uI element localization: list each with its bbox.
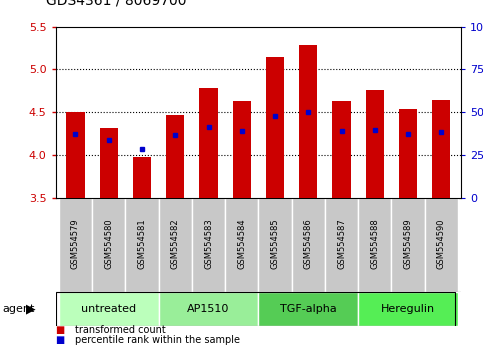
Text: GSM554580: GSM554580 [104, 218, 113, 269]
Bar [92, 198, 126, 292]
Text: AP1510: AP1510 [187, 304, 230, 314]
Bar [358, 198, 391, 292]
Bar [199, 88, 218, 198]
Text: GSM554583: GSM554583 [204, 218, 213, 269]
Bar [258, 198, 292, 292]
Text: TGF-alpha: TGF-alpha [280, 304, 337, 314]
Text: GSM554584: GSM554584 [237, 218, 246, 269]
Bar [126, 198, 158, 292]
Bar [292, 198, 325, 292]
Text: GSM554587: GSM554587 [337, 218, 346, 269]
Bar [432, 99, 451, 198]
Bar [425, 198, 458, 292]
Bar [358, 292, 458, 326]
Bar [66, 112, 85, 198]
Bar [59, 198, 92, 292]
Text: Heregulin: Heregulin [381, 304, 435, 314]
Bar [258, 292, 358, 326]
Text: ▶: ▶ [26, 302, 35, 315]
Bar [166, 115, 185, 198]
Text: agent: agent [2, 304, 35, 314]
Bar [366, 90, 384, 198]
Text: untreated: untreated [81, 304, 136, 314]
Text: GSM554588: GSM554588 [370, 218, 379, 269]
Bar [332, 101, 351, 198]
Text: GSM554585: GSM554585 [270, 218, 280, 269]
Text: ■: ■ [56, 335, 65, 345]
Text: GSM554590: GSM554590 [437, 218, 446, 269]
Bar [158, 292, 258, 326]
Text: GSM554589: GSM554589 [404, 218, 412, 269]
Bar [133, 157, 151, 198]
Bar [225, 198, 258, 292]
Text: ■: ■ [56, 325, 65, 335]
Bar [192, 198, 225, 292]
Text: GDS4361 / 8069700: GDS4361 / 8069700 [46, 0, 186, 7]
Text: transformed count: transformed count [75, 325, 166, 335]
Bar [299, 45, 317, 198]
Bar [99, 128, 118, 198]
Bar [59, 292, 158, 326]
Text: GSM554581: GSM554581 [138, 218, 146, 269]
Bar [266, 57, 284, 198]
Text: GSM554579: GSM554579 [71, 218, 80, 269]
Text: GSM554586: GSM554586 [304, 218, 313, 269]
Bar [391, 198, 425, 292]
Bar [325, 198, 358, 292]
Text: GSM554582: GSM554582 [171, 218, 180, 269]
Bar [158, 198, 192, 292]
Text: percentile rank within the sample: percentile rank within the sample [75, 335, 240, 345]
Bar [233, 101, 251, 198]
Bar [399, 109, 417, 198]
